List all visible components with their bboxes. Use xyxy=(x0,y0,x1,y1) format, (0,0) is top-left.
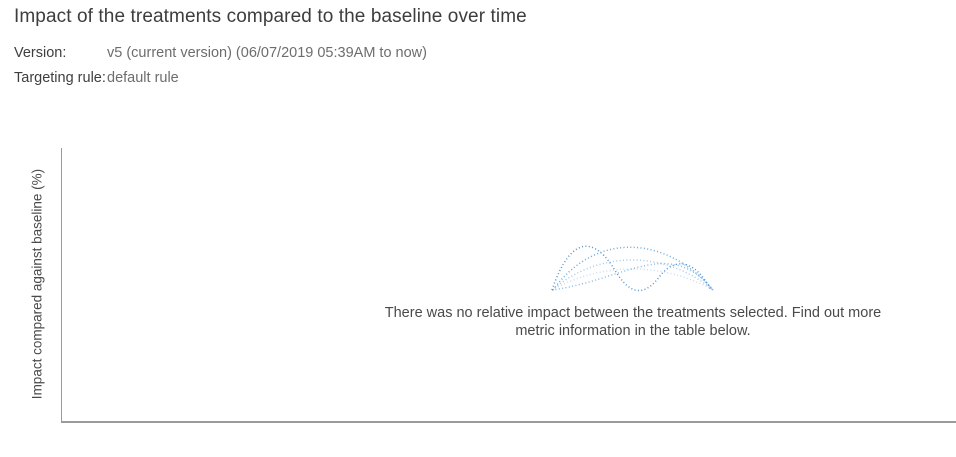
version-label: Version: xyxy=(14,45,67,61)
targeting-rule-value: default rule xyxy=(107,70,179,86)
targeting-rule-label: Targeting rule: xyxy=(14,70,106,86)
meta-row-targeting-rule: Targeting rule: default rule xyxy=(14,70,427,88)
page-title: Impact of the treatments compared to the… xyxy=(14,6,527,27)
empty-state-message-line2: metric information in the table below. xyxy=(515,323,751,339)
empty-state-message-line1: There was no relative impact between the… xyxy=(384,305,882,321)
version-value: v5 (current version) (06/07/2019 05:39AM… xyxy=(107,45,427,61)
empty-state-message: There was no relative impact between the… xyxy=(383,304,883,340)
y-axis-label: Impact compared against baseline (%) xyxy=(29,168,45,400)
overlapping-dotted-curves-icon xyxy=(551,245,714,292)
plot-area xyxy=(61,148,956,423)
curve-light-wide xyxy=(551,268,714,291)
curve-big-dome xyxy=(552,246,714,291)
meta-row-version: Version: v5 (current version) (06/07/201… xyxy=(14,45,427,63)
report-metadata: Version: v5 (current version) (06/07/201… xyxy=(14,45,427,95)
curve-light-bell xyxy=(551,259,714,291)
curve-right-skewed xyxy=(551,263,714,291)
